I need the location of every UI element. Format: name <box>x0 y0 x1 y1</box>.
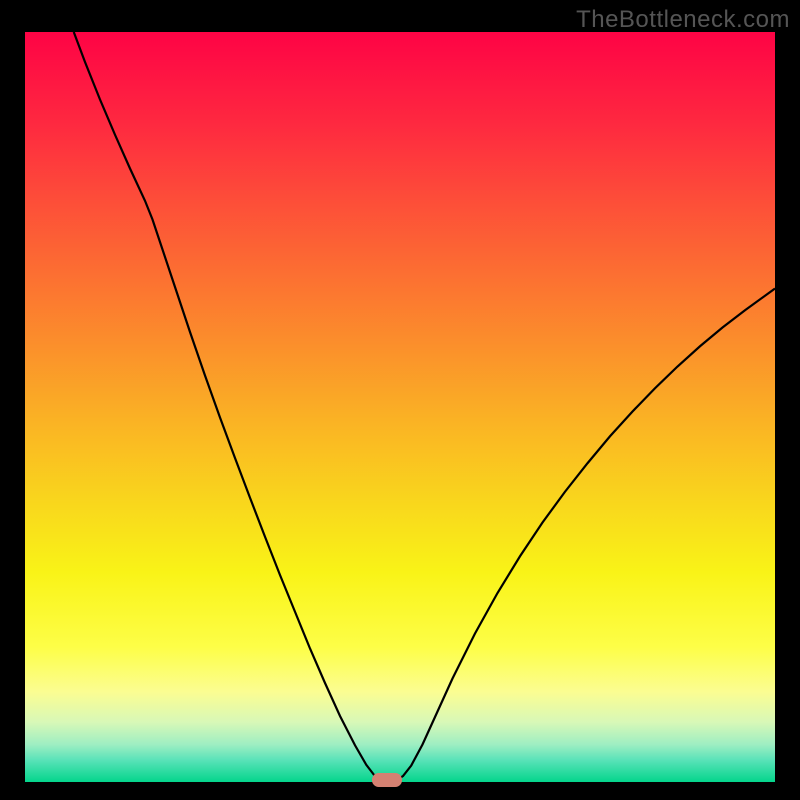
optimum-marker <box>372 773 402 787</box>
chart-frame: TheBottleneck.com <box>0 0 800 800</box>
bottleneck-curve <box>25 32 775 782</box>
curve-path <box>74 32 775 782</box>
watermark-label: TheBottleneck.com <box>576 6 790 34</box>
